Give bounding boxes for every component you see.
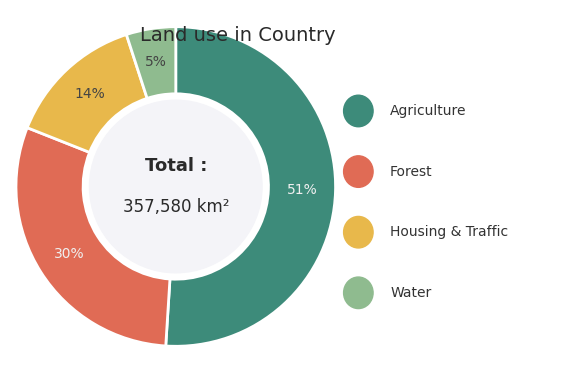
- Text: Total :: Total :: [145, 157, 207, 175]
- Text: Land use in Country: Land use in Country: [140, 26, 336, 45]
- Wedge shape: [27, 35, 147, 153]
- Text: Agriculture: Agriculture: [390, 104, 467, 118]
- Circle shape: [344, 156, 373, 187]
- Text: 30%: 30%: [54, 247, 84, 261]
- Text: 14%: 14%: [74, 88, 105, 101]
- Text: 357,580 km²: 357,580 km²: [122, 198, 229, 216]
- Text: Housing & Traffic: Housing & Traffic: [390, 225, 508, 239]
- Circle shape: [344, 95, 373, 127]
- Circle shape: [90, 100, 262, 273]
- Text: 51%: 51%: [286, 184, 318, 197]
- Wedge shape: [16, 128, 170, 346]
- Circle shape: [344, 277, 373, 308]
- Text: Forest: Forest: [390, 164, 433, 179]
- Text: Water: Water: [390, 286, 431, 300]
- Circle shape: [344, 216, 373, 248]
- Wedge shape: [166, 27, 336, 346]
- Text: 5%: 5%: [145, 55, 167, 69]
- Wedge shape: [126, 27, 176, 98]
